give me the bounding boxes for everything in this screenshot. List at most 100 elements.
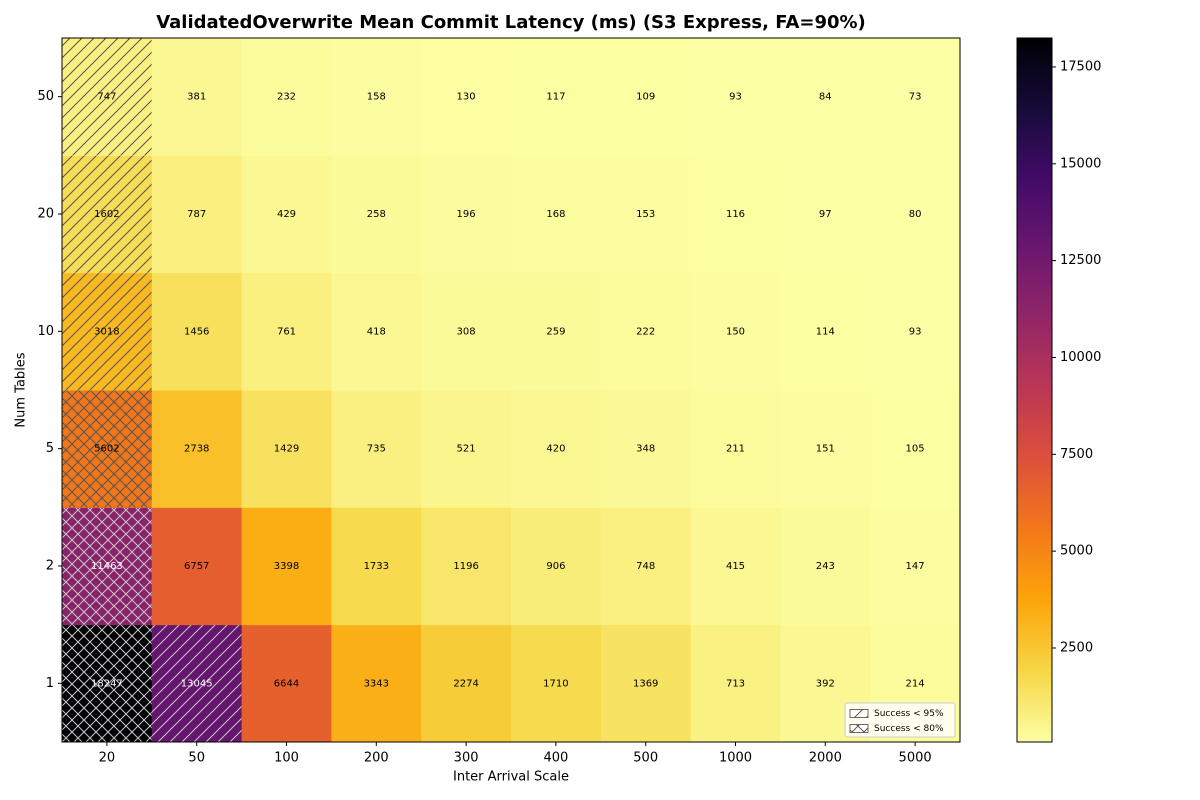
cell-label: 93 — [729, 92, 742, 103]
heatmap-cell — [870, 38, 961, 156]
cell-label: 196 — [457, 209, 476, 220]
cell-label: 429 — [277, 209, 296, 220]
y-tick-label: 5 — [46, 441, 54, 456]
cell-label: 211 — [726, 444, 745, 455]
cell-label: 735 — [367, 444, 386, 455]
heatmap-cell — [511, 272, 602, 391]
heatmap-cell — [241, 272, 332, 391]
cell-label: 158 — [367, 92, 386, 103]
y-tick-label: 20 — [37, 207, 54, 222]
y-axis-label: Num Tables — [14, 352, 29, 427]
cell-label: 151 — [816, 444, 835, 455]
heatmap-cell — [870, 507, 961, 626]
cell-label: 168 — [546, 209, 565, 220]
cell-label: 1733 — [364, 561, 389, 572]
heatmap-cell — [151, 155, 243, 274]
cell-label: 2738 — [184, 444, 209, 455]
cell-label: 418 — [367, 326, 386, 337]
x-tick-label: 400 — [543, 751, 568, 766]
heatmap-cell — [870, 155, 961, 274]
cell-label: 713 — [726, 678, 745, 689]
cell-label: 258 — [367, 209, 386, 220]
cell-label: 259 — [546, 326, 565, 337]
cell-label: 3343 — [364, 678, 389, 689]
heatmap-cell — [780, 390, 871, 508]
cell-label: 147 — [906, 561, 925, 572]
y-tick-label: 1 — [46, 676, 54, 691]
x-tick-label: 5000 — [899, 751, 932, 766]
legend-label: Success < 95% — [874, 709, 944, 719]
cell-label: 97 — [819, 209, 832, 220]
cell-label: 117 — [546, 92, 565, 103]
cell-label: 381 — [187, 92, 206, 103]
x-tick-label: 2000 — [809, 751, 842, 766]
colorbar-tick-label: 15000 — [1060, 156, 1101, 171]
y-tick-label: 50 — [37, 89, 54, 104]
heatmap-cell — [241, 155, 332, 274]
x-axis-label: Inter Arrival Scale — [453, 770, 569, 785]
cell-label: 116 — [726, 209, 745, 220]
cell-label: 2274 — [453, 678, 478, 689]
heatmap-cell — [241, 507, 332, 626]
cell-label: 420 — [546, 444, 565, 455]
heatmap-cell — [151, 507, 243, 626]
heatmap-cell — [690, 38, 781, 156]
hatch-overlay — [62, 507, 152, 625]
cell-label: 348 — [636, 444, 655, 455]
colorbar-tick-label: 7500 — [1060, 447, 1093, 462]
plot-frame — [61, 37, 961, 743]
heatmap-cell — [690, 390, 781, 508]
cell-label: 11463 — [91, 561, 123, 572]
cell-label: 214 — [906, 678, 925, 689]
heatmap-cell — [780, 38, 871, 156]
cell-label: 84 — [819, 92, 832, 103]
cell-label: 761 — [277, 326, 296, 337]
heatmap-cell — [511, 38, 602, 156]
heatmap-cell — [600, 507, 692, 626]
cell-label: 5602 — [94, 444, 119, 455]
cell-label: 243 — [816, 561, 835, 572]
cell-label: 392 — [816, 678, 835, 689]
heatmap-cell — [780, 507, 871, 626]
cell-label: 1369 — [633, 678, 658, 689]
cell-label: 787 — [187, 209, 206, 220]
heatmap-cell — [511, 507, 602, 626]
x-tick-label: 20 — [99, 751, 116, 766]
cell-label: 222 — [636, 326, 655, 337]
x-tick-label: 200 — [364, 751, 389, 766]
x-tick-label: 500 — [633, 751, 658, 766]
chart-title: ValidatedOverwrite Mean Commit Latency (… — [156, 12, 866, 33]
cell-label: 80 — [909, 209, 922, 220]
colorbar-tick-label: 17500 — [1060, 59, 1101, 74]
x-tick-label: 300 — [454, 751, 479, 766]
cell-label: 232 — [277, 92, 296, 103]
heatmap-cell — [511, 624, 602, 743]
legend-hatch — [850, 709, 868, 718]
heatmap-cell — [690, 155, 781, 274]
heatmap-cell — [331, 390, 422, 508]
heatmap-cell — [151, 272, 243, 391]
cell-label: 114 — [816, 326, 835, 337]
heatmap-cell — [600, 38, 692, 156]
heatmap-cell — [600, 390, 692, 508]
heatmap-cell — [690, 507, 781, 626]
cell-label: 308 — [457, 326, 476, 337]
heatmap-cell — [421, 38, 512, 156]
heatmap-cell — [151, 390, 243, 508]
hatch-overlay — [62, 624, 152, 742]
cell-label: 521 — [457, 444, 476, 455]
legend-hatch — [850, 724, 868, 733]
heatmap-cell — [511, 390, 602, 508]
heatmap-cell — [421, 507, 512, 626]
heatmap-cell — [421, 272, 512, 391]
cell-label: 1196 — [453, 561, 478, 572]
heatmap-cell — [780, 272, 871, 391]
legend-box — [844, 702, 956, 738]
colorbar-tick-label: 12500 — [1060, 253, 1101, 268]
heatmap-cell — [870, 390, 961, 508]
heatmap-cell — [241, 390, 332, 508]
cell-label: 150 — [726, 326, 745, 337]
cell-label: 105 — [906, 444, 925, 455]
heatmap-cell — [780, 155, 871, 274]
